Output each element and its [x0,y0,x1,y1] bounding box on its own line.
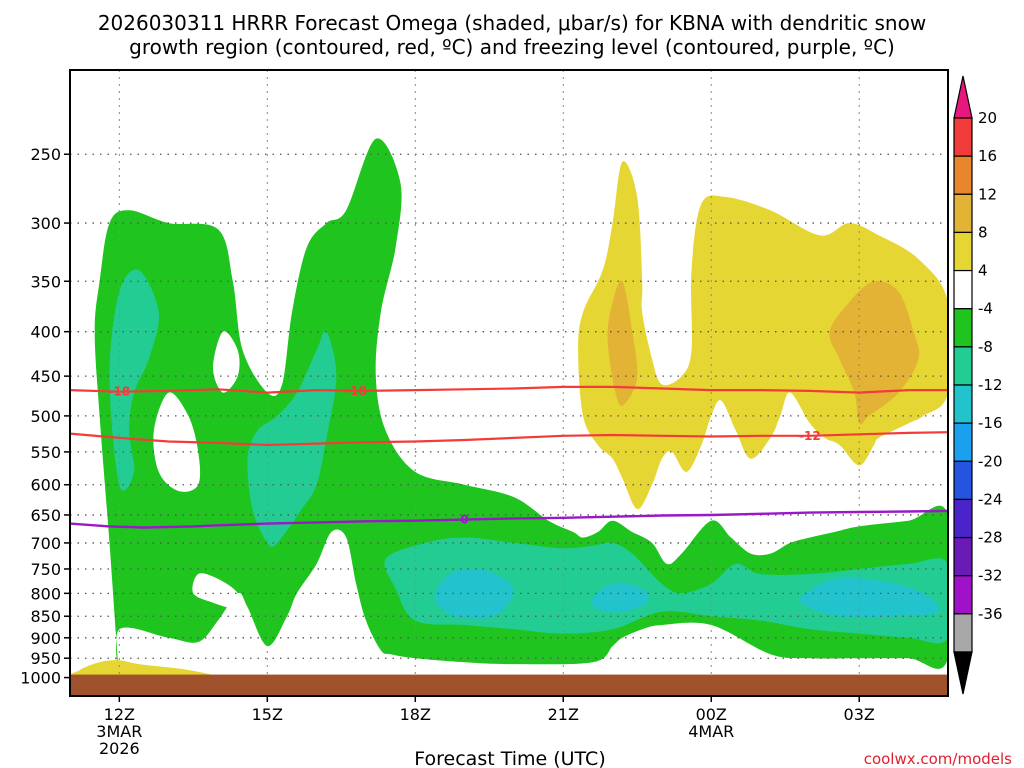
ground-surface [70,674,948,696]
colorbar-box-1 [953,155,973,195]
x-tick-label-03Z: 03Z [844,705,875,724]
omega-region-5-1 [829,280,920,425]
contour-label--12-0: -12 [799,429,821,443]
x-tick-label-18Z: 18Z [400,705,431,724]
colorbar-label-7: -12 [978,376,1003,394]
grid [70,70,948,675]
omega-region-3-2 [798,577,940,618]
omega-region-5-0 [607,280,638,406]
colorbar-box-3 [953,231,973,272]
x-tick-label-21Z: 21Z [548,705,579,724]
colorbar-box-9 [953,460,973,501]
omega-region-3-1 [591,583,649,613]
contour--18 [70,385,948,394]
x-tick-date-12Z: 3MAR [96,722,142,741]
colorbar-box-8 [953,422,973,462]
x-tick-year-12Z: 2026 [99,739,140,758]
y-tick-label-650: 650 [30,506,61,525]
omega-shading [70,138,948,680]
x-tick-label-00Z: 00Z [696,705,727,724]
colorbar-label-13: -36 [978,605,1003,623]
omega-region-1-2 [192,573,239,608]
colorbar-box-13 [953,613,973,653]
freezing-level-label: 0 [460,513,468,527]
omega-region-3-0 [434,568,515,619]
contour--12 [70,431,948,447]
colorbar-label-10: -24 [978,490,1003,508]
y-tick-label-950: 950 [30,649,61,668]
omega-region-4-1 [578,161,948,510]
y-tick-label-250: 250 [30,145,61,164]
credit-link[interactable]: coolwx.com/models [864,750,1012,768]
colorbar-label-9: -20 [978,452,1003,470]
y-tick-label-800: 800 [30,584,61,603]
colorbar-label-12: -32 [978,567,1003,585]
y-tick-label-850: 850 [30,607,61,626]
colorbar-label-1: 16 [978,147,997,165]
plot-area: -18 -18 -12 0 [70,70,948,696]
omega-region-4-0 [70,660,215,679]
contour-label--18-0: -18 [108,385,130,399]
omega-region-0-0 [94,138,948,680]
y-tick-label-1000: 1000 [20,669,61,688]
omega-region-1-1 [213,331,240,393]
y-tick-label-500: 500 [30,407,61,426]
colorbar-label-2: 12 [978,185,997,203]
colorbar-bottom-arrow [953,651,973,695]
colorbar-top-arrow [953,75,973,119]
y-tick-label-900: 900 [30,629,61,648]
contours: -18 -18 -12 0 [70,384,948,529]
freezing-level-line [70,509,948,529]
colorbar-box-7 [953,384,973,424]
y-tick-label-600: 600 [30,476,61,495]
omega-region-2-2 [384,537,948,644]
chart-title-line1: 2026030311 HRRR Forecast Omega (shaded, … [98,11,926,35]
x-tick-label-12Z: 12Z [104,705,135,724]
y-tick-label-700: 700 [30,534,61,553]
colorbar-box-2 [953,193,973,234]
y-tick-label-350: 350 [30,272,61,291]
y-tick-label-400: 400 [30,323,61,342]
chart-title-line2: growth region (contoured, red, ºC) and f… [129,35,895,59]
y-tick-label-300: 300 [30,214,61,233]
colorbar-box-0 [953,117,973,157]
x-axis-title: Forecast Time (UTC) [414,748,605,768]
y-tick-label-450: 450 [30,367,61,386]
colorbar: 20 16 12 8 4 -4 -8 -12 -16 -20 -24 -28 -32 -36 [953,75,1003,695]
colorbar-box-12 [953,575,973,615]
y-tick-label-750: 750 [30,560,61,579]
omega-region-2-0 [109,269,160,491]
colorbar-label-5: -4 [978,300,993,318]
colorbar-box-5 [953,308,973,348]
plot-frame [69,69,949,697]
colorbar-label-8: -16 [978,414,1003,432]
colorbar-label-6: -8 [978,338,993,356]
colorbar-box-6 [953,346,973,386]
colorbar-box-4 [953,269,973,310]
axes: 250 300 350 400 450 500 550 600 650 700 750 800 850 9… [20,69,949,758]
x-tick-label-15Z: 15Z [252,705,283,724]
colorbar-label-4: 4 [978,262,988,280]
colorbar-box-11 [953,536,973,577]
contour-label--18-1: -18 [345,384,367,398]
y-tick-label-550: 550 [30,443,61,462]
colorbar-label-11: -28 [978,529,1003,547]
colorbar-box-10 [953,498,973,539]
colorbar-label-0: 20 [978,109,997,127]
x-tick-date-00Z: 4MAR [688,722,734,741]
colorbar-label-3: 8 [978,223,988,241]
omega-region-2-1 [247,330,337,548]
